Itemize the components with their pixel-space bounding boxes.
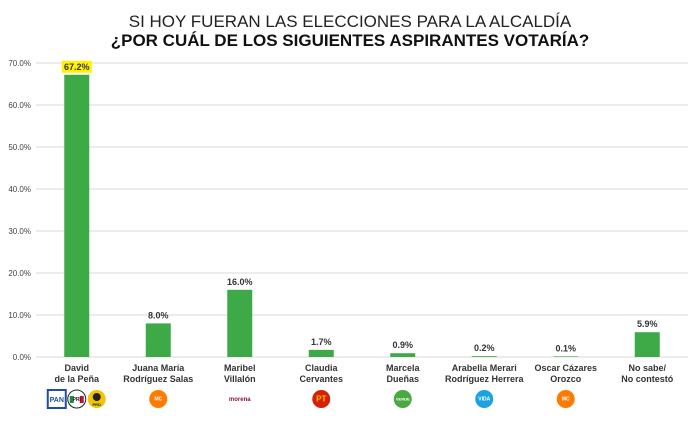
bar	[390, 353, 416, 357]
party-logo-morena: morena	[229, 395, 251, 403]
svg-text:MC: MC	[154, 397, 162, 403]
y-tick-label: 70.0%	[8, 59, 31, 68]
chart-subtitle: ¿POR CUÁL DE LOS SIGUIENTES ASPIRANTES V…	[111, 31, 590, 50]
value-label: 0.1%	[555, 343, 576, 353]
value-label: 8.0%	[148, 310, 169, 320]
svg-text:PRI: PRI	[73, 397, 82, 403]
svg-text:morena: morena	[229, 397, 251, 403]
bar-layer	[64, 74, 660, 357]
value-label: 1.7%	[311, 337, 332, 347]
y-tick-label: 60.0%	[8, 101, 31, 110]
category-label: David	[64, 363, 89, 373]
bar	[227, 289, 253, 357]
category-label: Oscar Cázares	[534, 363, 597, 373]
category-label: Orozco	[550, 374, 582, 384]
value-label: 67.2%	[64, 62, 90, 72]
category-label: Dueñas	[386, 374, 419, 384]
grid-layer: 0.0% 10.0% 20.0% 30.0% 40.0% 50.0% 60.0% 70.0%	[8, 59, 688, 362]
bar	[553, 356, 579, 357]
svg-text:PRD: PRD	[93, 402, 102, 407]
bar	[471, 356, 497, 357]
party-logo-prd: PRD	[87, 390, 106, 408]
party-logo-pri: PRI	[67, 389, 87, 409]
logo-layer: PAN PRI PRD MC morena PT VERDE VIDA MC	[46, 389, 575, 409]
value-label: 0.9%	[392, 340, 413, 350]
y-tick-label: 10.0%	[8, 311, 31, 320]
y-tick-label: 50.0%	[8, 143, 31, 152]
category-label: Cervantes	[299, 374, 343, 384]
party-logo-pan: PAN	[46, 389, 67, 409]
bar	[145, 323, 171, 357]
category-label: No contestó	[621, 374, 674, 384]
bar	[64, 74, 90, 357]
category-label: Maribel	[224, 363, 256, 373]
chart-title: SI HOY FUERAN LAS ELECCIONES PARA LA ALC…	[129, 12, 572, 31]
party-logo-mc: MC	[556, 390, 575, 408]
category-label: de la Peña	[54, 374, 100, 384]
y-tick-label: 0.0%	[13, 353, 31, 362]
bar	[634, 332, 660, 357]
svg-text:MC: MC	[562, 397, 570, 403]
category-label: Juana María	[132, 363, 185, 373]
y-tick-label: 20.0%	[8, 269, 31, 278]
svg-text:VIDA: VIDA	[478, 397, 490, 403]
category-label: Marcela	[386, 363, 421, 373]
y-tick-label: 40.0%	[8, 185, 31, 194]
category-label: Arabella Merari	[452, 363, 517, 373]
category-label: Rodríguez Salas	[123, 374, 193, 384]
value-label: 0.2%	[474, 343, 495, 353]
svg-text:PT: PT	[316, 395, 326, 404]
value-highlight	[61, 60, 92, 73]
party-logo-mc: MC	[149, 390, 168, 408]
value-label: 5.9%	[637, 319, 658, 329]
party-logo-verde: VERDE	[393, 390, 412, 408]
party-logo-pt: PT	[312, 390, 331, 408]
category-label: No sabe/	[628, 363, 666, 373]
value-label: 16.0%	[227, 277, 253, 287]
svg-text:VERDE: VERDE	[396, 396, 410, 401]
category-label: Rodríguez Herrera	[445, 374, 525, 384]
svg-text:PAN: PAN	[50, 397, 64, 404]
y-tick-label: 30.0%	[8, 227, 31, 236]
category-label: Claudia	[305, 363, 339, 373]
category-label: Villalón	[224, 374, 256, 384]
bar	[308, 349, 334, 357]
party-logo-vida: VIDA	[475, 390, 494, 408]
